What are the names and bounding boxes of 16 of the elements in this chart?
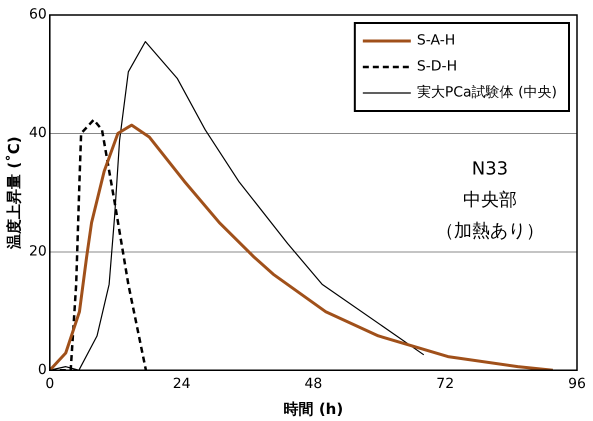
legend-label: S-D-H	[416, 58, 458, 75]
x-tick-label: 24	[172, 376, 191, 392]
x-tick-label: 48	[304, 376, 322, 392]
legend-label: 実大PCa試験体 (中央)	[416, 84, 557, 101]
y-tick-label: 40	[28, 125, 47, 142]
y-tick-label: 60	[28, 6, 47, 23]
y-axis-title: 温度上昇量 (˚C)	[4, 136, 23, 250]
legend-label: S-A-H	[416, 32, 456, 49]
x-tick-label: 96	[568, 376, 586, 392]
x-axis-title: 時間 (h)	[284, 400, 344, 418]
annotation: （加熱あり）	[436, 220, 544, 242]
annotation: 中央部	[462, 190, 517, 211]
y-tick-label: 0	[38, 362, 47, 378]
annotation: N33	[472, 158, 508, 180]
y-tick-label: 20	[28, 243, 47, 260]
x-tick-label: 72	[436, 376, 454, 392]
